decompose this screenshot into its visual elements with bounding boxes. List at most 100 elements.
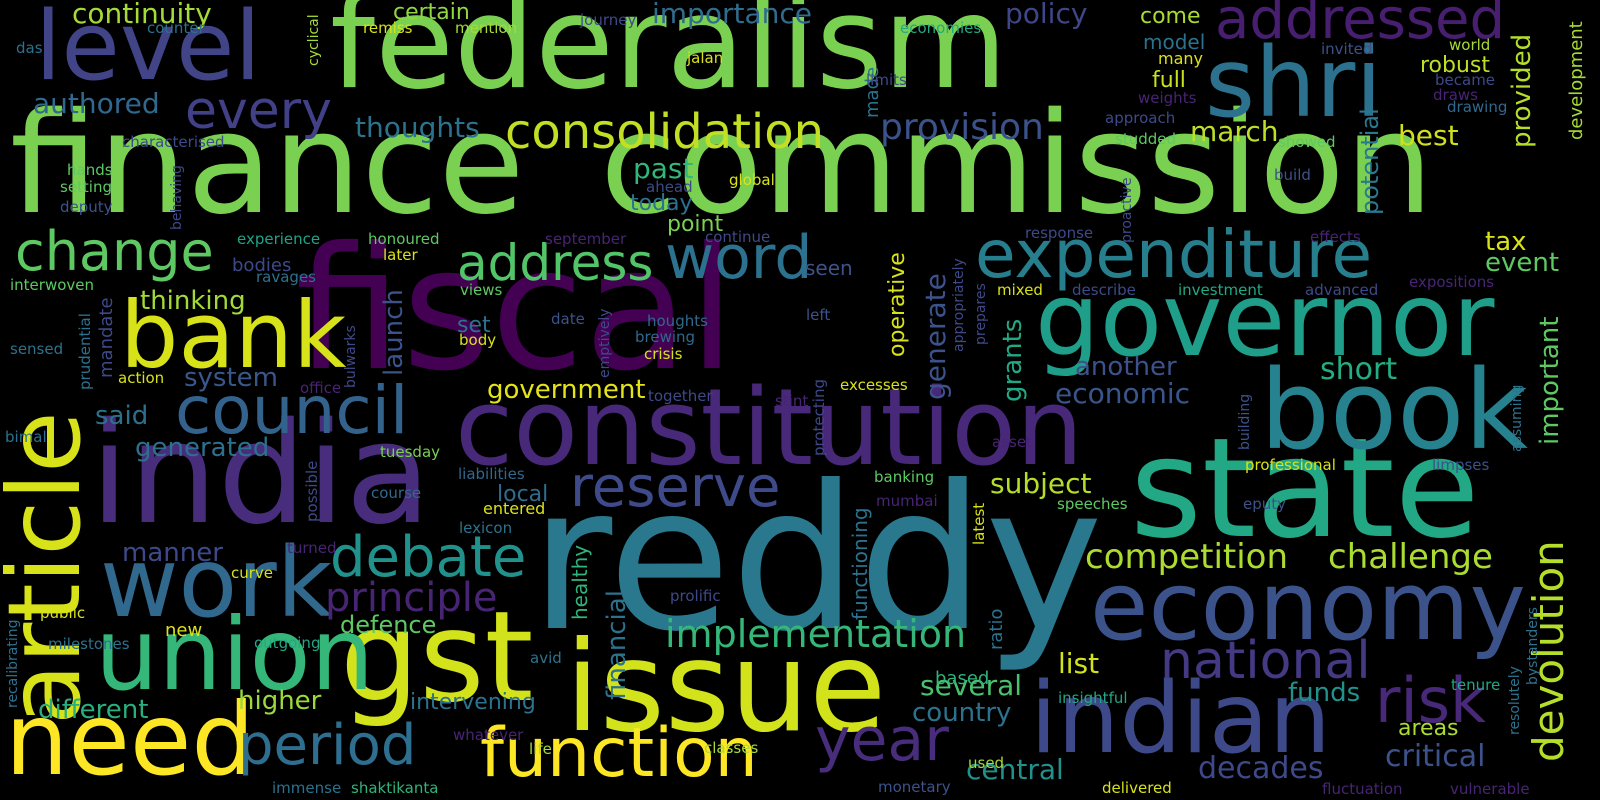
word-potential: potential <box>1356 108 1384 215</box>
word-excesses: excesses <box>840 376 908 394</box>
word-country: country <box>912 698 1012 728</box>
word-operative: operative <box>885 252 910 357</box>
word-change: change <box>15 220 214 283</box>
word-deputy: deputy <box>60 198 113 216</box>
word-tuesday: tuesday <box>380 443 441 461</box>
word-outgoing: outgoing <box>254 634 321 652</box>
word-event: event <box>1485 248 1560 278</box>
word-mixed: mixed <box>997 281 1043 299</box>
word-views: views <box>460 281 503 299</box>
word-finance: finance <box>10 83 525 246</box>
word-insightful: insightful <box>1058 689 1128 707</box>
word-avid: avid <box>530 649 562 667</box>
word-economy: economy <box>1090 552 1526 662</box>
word-investment: investment <box>1178 281 1263 299</box>
word-body: body <box>459 331 497 349</box>
word-bodies: bodies <box>232 255 292 276</box>
word-development: development <box>1566 21 1587 140</box>
word-union: union <box>95 596 375 713</box>
word-tax: tax <box>1485 227 1527 257</box>
word-hands: hands <box>67 161 113 179</box>
word-delivered: delivered <box>1102 779 1172 797</box>
word-liabilities: liabilities <box>458 465 525 483</box>
word-full: full <box>1152 68 1186 93</box>
word-cyclical: cyclical <box>306 14 322 66</box>
word-manner: manner <box>122 538 223 568</box>
word-curve: curve <box>231 564 274 582</box>
word-launch: launch <box>379 289 409 376</box>
word-left: left <box>806 306 831 324</box>
word-brewing: brewing <box>635 328 696 346</box>
word-immense: immense <box>272 779 342 797</box>
word-generated: generated <box>135 433 270 463</box>
word-thinking: thinking <box>140 286 246 316</box>
word-appropriately: appropriately <box>951 258 967 352</box>
word-date: date <box>551 310 585 328</box>
word-response: response <box>1025 224 1094 242</box>
word-protecting: protecting <box>810 379 828 456</box>
word-course: course <box>371 484 422 502</box>
word-continue: continue <box>705 228 771 246</box>
word-debate: debate <box>330 525 527 590</box>
word-characterised: characterised <box>122 133 225 151</box>
word-generate: generate <box>919 273 952 400</box>
word-experience: experience <box>237 230 321 248</box>
word-word: word <box>665 223 813 293</box>
word-professional: professional <box>1245 456 1336 474</box>
word-set: set <box>457 313 491 338</box>
word-prudential: prudential <box>76 313 94 390</box>
word-year: year <box>815 705 949 775</box>
word-address: address <box>457 234 654 292</box>
word-local: local <box>497 482 549 507</box>
word-crisis: crisis <box>644 345 683 363</box>
word-book: book <box>1260 346 1529 474</box>
word-work: work <box>100 527 333 639</box>
word-issue: issue <box>565 615 887 760</box>
word-world: world <box>1449 36 1491 54</box>
word-life: life <box>529 740 552 758</box>
word-proactive: proactive <box>1119 177 1135 243</box>
word-model: model <box>1143 30 1206 54</box>
word-milestones: milestones <box>48 635 130 653</box>
word-ahead: ahead <box>646 178 693 196</box>
word-recalibrating: recalibrating <box>5 619 21 708</box>
word-houghts: houghts <box>647 312 708 330</box>
word-studded: studded <box>1115 130 1176 148</box>
word-robust: robust <box>1420 53 1491 78</box>
word-governor: governor <box>1035 261 1495 380</box>
word-principle: principle <box>325 575 498 621</box>
word-eputy: eputy <box>1243 495 1287 513</box>
word-ratio: ratio <box>986 608 1007 650</box>
word-need: need <box>5 681 255 798</box>
word-turned: turned <box>287 539 337 557</box>
word-lexicon: lexicon <box>459 519 513 537</box>
word-short: short <box>1320 352 1398 387</box>
word-prolific: prolific <box>670 587 721 605</box>
word-importance: importance <box>652 0 812 30</box>
word-commission: commission <box>600 83 1434 246</box>
word-gst: gst <box>340 585 534 730</box>
word-possible: possible <box>303 460 321 522</box>
word-limits: limits <box>866 71 907 89</box>
word-mention: mention <box>455 19 518 37</box>
word-today: today <box>630 191 693 216</box>
word-expositions: expositions <box>1409 273 1495 291</box>
word-later: later <box>383 246 418 264</box>
word-central: central <box>966 753 1064 786</box>
word-level: level <box>35 0 261 102</box>
word-mumbai: mumbai <box>876 492 938 510</box>
word-defence: defence <box>340 611 437 639</box>
word-showed: showed <box>1278 133 1336 151</box>
word-reserve: reserve <box>570 455 781 520</box>
word-classes: classes <box>704 739 759 757</box>
word-vulnerable: vulnerable <box>1450 780 1530 798</box>
word-expenditure: expenditure <box>975 216 1373 293</box>
word-critical: critical <box>1385 739 1486 774</box>
word-journey: journey <box>580 11 637 29</box>
word-became: became <box>1435 71 1496 89</box>
word-function: function <box>480 714 758 793</box>
word-financial: financial <box>602 590 632 700</box>
word-federalism: federalism <box>330 0 1008 118</box>
word-government: government <box>487 375 646 405</box>
word-das: das <box>16 39 43 57</box>
